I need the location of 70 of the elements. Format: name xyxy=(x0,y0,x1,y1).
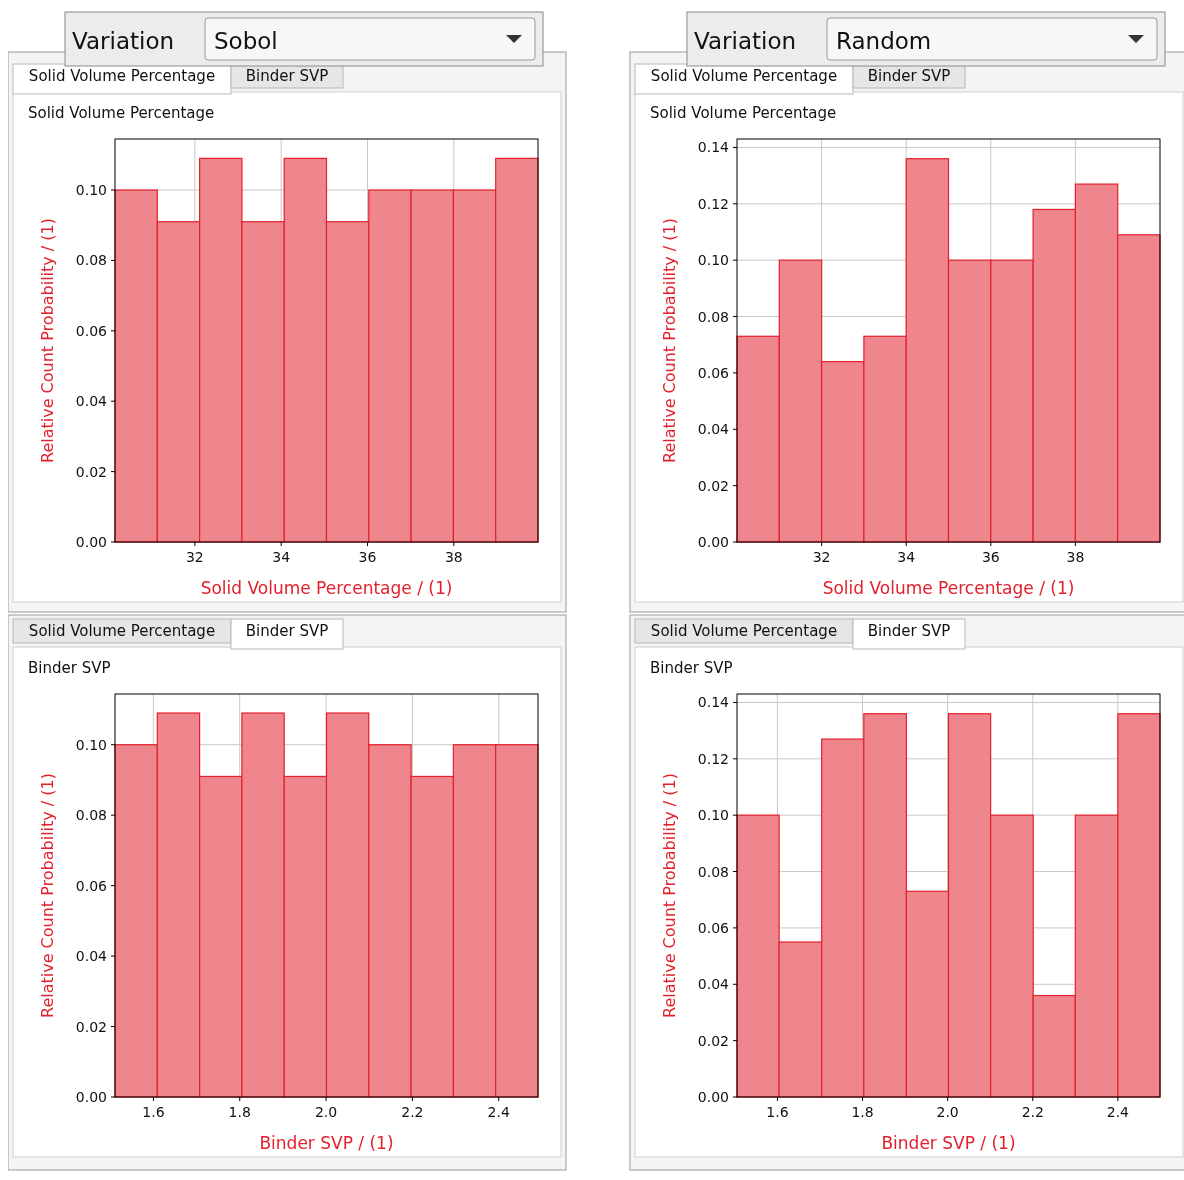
y-tick-label: 0.12 xyxy=(697,750,729,767)
y-tick-label: 0.04 xyxy=(75,393,108,410)
x-tick-label: 1.8 xyxy=(228,1104,251,1120)
x-tick-label: 2.0 xyxy=(314,1104,338,1120)
y-axis-title: Relative Count Probability / (1) xyxy=(660,772,679,1019)
chart-title: Binder SVP xyxy=(28,659,111,677)
x-tick-label: 36 xyxy=(981,549,1000,565)
y-tick-label: 0.08 xyxy=(697,863,729,880)
y-tick-label: 0.14 xyxy=(697,694,730,711)
y-tick-label: 0.06 xyxy=(75,877,108,894)
y-tick-label: 0.02 xyxy=(697,477,729,494)
y-tick-label: 0.02 xyxy=(75,1018,107,1035)
text: Sobol xyxy=(214,28,278,54)
y-tick-label: 0.02 xyxy=(75,463,107,480)
y-tick-label: 0.02 xyxy=(697,1032,729,1049)
text: Binder SVP xyxy=(867,622,951,640)
x-axis-title: Solid Volume Percentage / (1) xyxy=(822,578,1075,598)
x-tick-label: 36 xyxy=(358,549,377,565)
x-axis-title: Binder SVP / (1) xyxy=(881,1133,1016,1153)
y-tick-label: 0.10 xyxy=(75,736,107,753)
text: Variation xyxy=(694,28,797,54)
y-tick-label: 0.08 xyxy=(75,807,107,824)
x-tick-label: 34 xyxy=(897,549,916,565)
y-tick-label: 0.00 xyxy=(75,534,107,550)
text: Solid Volume Percentage xyxy=(28,67,216,85)
y-tick-label: 0.06 xyxy=(697,919,730,936)
y-tick-label: 0.00 xyxy=(697,534,729,550)
y-axis-title: Relative Count Probability / (1) xyxy=(38,772,57,1019)
chart-title: Binder SVP xyxy=(650,659,733,677)
y-tick-label: 0.04 xyxy=(697,421,730,438)
chart-title: Solid Volume Percentage xyxy=(650,104,837,122)
y-axis-title: Relative Count Probability / (1) xyxy=(660,217,679,464)
y-tick-label: 0.00 xyxy=(697,1089,729,1105)
x-tick-label: 1.6 xyxy=(142,1104,165,1120)
x-axis-title: Solid Volume Percentage / (1) xyxy=(200,578,453,598)
x-tick-label: 32 xyxy=(185,549,204,565)
y-tick-label: 0.04 xyxy=(75,948,108,965)
y-tick-label: 0.10 xyxy=(75,182,107,199)
text: Random xyxy=(836,28,932,54)
y-tick-label: 0.08 xyxy=(75,252,107,269)
x-tick-label: 2.4 xyxy=(1106,1104,1130,1120)
y-tick-label: 0.06 xyxy=(75,322,108,339)
x-axis-title: Binder SVP / (1) xyxy=(259,1133,394,1153)
y-tick-label: 0.14 xyxy=(697,139,730,156)
x-tick-label: 1.8 xyxy=(851,1104,874,1120)
text: Variation xyxy=(72,28,175,54)
y-tick-label: 0.10 xyxy=(697,807,729,824)
text: Solid Volume Percentage xyxy=(650,622,838,640)
x-tick-label: 2.0 xyxy=(936,1104,959,1120)
text: Binder SVP xyxy=(245,67,329,85)
text: Binder SVP xyxy=(245,622,329,640)
y-tick-label: 0.10 xyxy=(697,252,729,269)
x-tick-label: 2.4 xyxy=(487,1104,510,1120)
y-axis-title: Relative Count Probability / (1) xyxy=(38,217,57,464)
y-tick-label: 0.00 xyxy=(75,1089,107,1105)
chart-title: Solid Volume Percentage xyxy=(28,104,215,122)
y-tick-label: 0.08 xyxy=(697,308,729,325)
x-tick-label: 1.6 xyxy=(766,1104,789,1120)
y-tick-label: 0.04 xyxy=(697,976,730,993)
x-tick-label: 32 xyxy=(812,549,831,565)
y-tick-label: 0.06 xyxy=(697,364,730,381)
x-tick-label: 34 xyxy=(272,549,291,565)
text: Solid Volume Percentage xyxy=(28,622,216,640)
x-tick-label: 2.2 xyxy=(1021,1104,1044,1120)
y-tick-label: 0.12 xyxy=(697,195,729,212)
text: Solid Volume Percentage xyxy=(650,67,838,85)
x-tick-label: 2.2 xyxy=(401,1104,424,1120)
x-tick-label: 38 xyxy=(1066,549,1085,565)
text: Binder SVP xyxy=(867,67,951,85)
x-tick-label: 38 xyxy=(444,549,463,565)
